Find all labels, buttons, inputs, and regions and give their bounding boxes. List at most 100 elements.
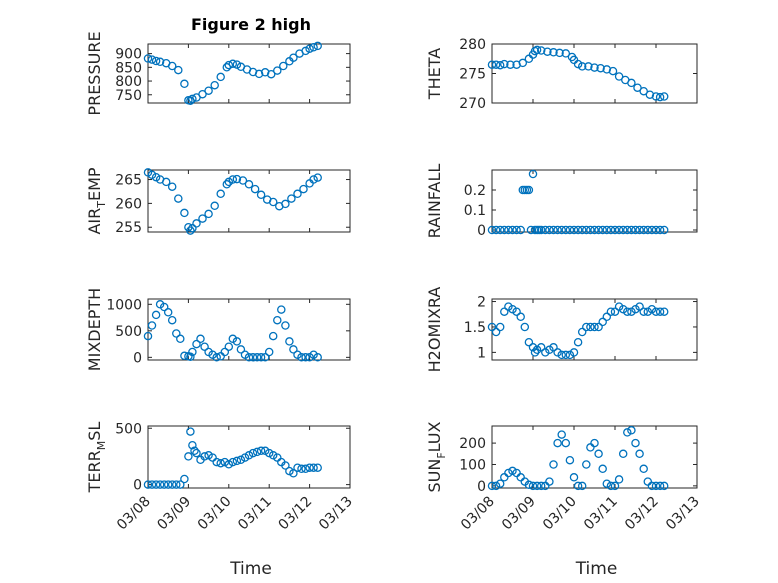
- data-point: [577, 327, 587, 337]
- data-point: [188, 347, 197, 357]
- data-point: [216, 72, 225, 82]
- data-point: [147, 55, 157, 64]
- axes-box: [147, 298, 351, 361]
- data-point: [647, 225, 657, 235]
- y-tick-label: 1000: [106, 297, 142, 313]
- y-tick-label: 0: [477, 479, 486, 495]
- data-point: [216, 189, 225, 199]
- data-point: [159, 480, 169, 489]
- data-point: [487, 60, 497, 69]
- x-tick-label: 03/12: [622, 494, 662, 534]
- data-point: [198, 89, 207, 99]
- data-point: [180, 474, 189, 484]
- data-point: [250, 184, 260, 194]
- data-point: [594, 225, 603, 235]
- x-tick-label: 03/09: [154, 494, 194, 534]
- data-point: [147, 480, 157, 489]
- data-point: [623, 428, 632, 437]
- data-point: [618, 225, 628, 235]
- data-point: [220, 347, 230, 357]
- data-point: [536, 46, 546, 55]
- data-point: [228, 175, 238, 184]
- data-point: [163, 480, 173, 489]
- data-point: [623, 307, 632, 316]
- data-point: [645, 90, 655, 99]
- data-point: [541, 225, 550, 235]
- data-point: [647, 481, 657, 491]
- y-tick-label: 2: [477, 295, 486, 311]
- data-point: [524, 185, 534, 195]
- data-point: [582, 225, 591, 235]
- data-point: [573, 225, 583, 235]
- data-point: [557, 430, 566, 439]
- subplot-air-temp: 255 260 265 AIRTEMP: [85, 167, 351, 236]
- data-point: [506, 60, 515, 69]
- data-point: [586, 322, 595, 332]
- data-point: [167, 182, 177, 191]
- data-point: [526, 225, 536, 235]
- data-point: [147, 321, 157, 330]
- data-point: [532, 481, 542, 491]
- data-point: [254, 69, 264, 79]
- data-point: [530, 348, 540, 357]
- data-point: [167, 61, 177, 71]
- data-point: [313, 41, 322, 51]
- data-point: [577, 225, 587, 235]
- data-point: [297, 464, 306, 474]
- data-point: [313, 463, 322, 472]
- x-axis-label: Time: [229, 559, 272, 579]
- y-tick-label: 100: [459, 457, 486, 473]
- data-point: [212, 353, 221, 362]
- data-point: [573, 481, 583, 491]
- data-point: [143, 480, 153, 489]
- y-tick-label: 265: [115, 173, 142, 189]
- data-point: [614, 225, 624, 235]
- data-point: [256, 190, 266, 200]
- y-axis-label: H2OMIXRA: [425, 287, 444, 373]
- y-axis-label: RAINFALL: [425, 164, 444, 239]
- data-point: [651, 481, 661, 491]
- data-point: [520, 322, 530, 332]
- data-point: [172, 329, 181, 338]
- data-point: [248, 448, 258, 458]
- data-point: [655, 481, 665, 491]
- data-point: [172, 480, 181, 489]
- data-point: [236, 345, 246, 354]
- data-point: [639, 225, 648, 235]
- data-point: [518, 58, 528, 68]
- data-point: [598, 317, 607, 327]
- data-point: [279, 61, 288, 71]
- data-point: [487, 225, 497, 235]
- x-tick-label: 03/13: [316, 494, 356, 534]
- data-point: [161, 177, 171, 187]
- data-point: [582, 460, 591, 469]
- data-point: [582, 322, 591, 332]
- data-point: [260, 68, 270, 77]
- x-axis-label: Time: [575, 559, 618, 579]
- chart-title: Figure 2 high: [191, 15, 311, 34]
- data-point: [500, 307, 509, 316]
- data-point: [491, 60, 501, 69]
- data-point: [176, 334, 185, 344]
- y-axis-label: PRESSURE: [85, 31, 104, 115]
- y-tick-label: 1.5: [464, 320, 486, 336]
- data-point: [273, 315, 282, 325]
- data-point: [500, 59, 509, 69]
- data-point: [659, 481, 669, 491]
- data-point: [232, 337, 242, 346]
- data-point: [565, 225, 575, 235]
- data-point: [495, 479, 505, 488]
- y-tick-label: 255: [115, 220, 142, 236]
- data-point: [143, 54, 153, 63]
- data-point: [602, 225, 612, 235]
- data-point: [188, 94, 197, 104]
- data-point: [299, 184, 308, 194]
- y-tick-label: 800: [115, 74, 142, 90]
- subplot-sun-flux: 0 100 200 SUNFLUX 03/08 03/09 03/10 03/11 03/12 0…: [425, 421, 703, 579]
- data-point: [281, 461, 290, 470]
- data-point: [643, 225, 653, 235]
- y-tick-label: 750: [115, 88, 142, 104]
- data-point: [610, 225, 620, 235]
